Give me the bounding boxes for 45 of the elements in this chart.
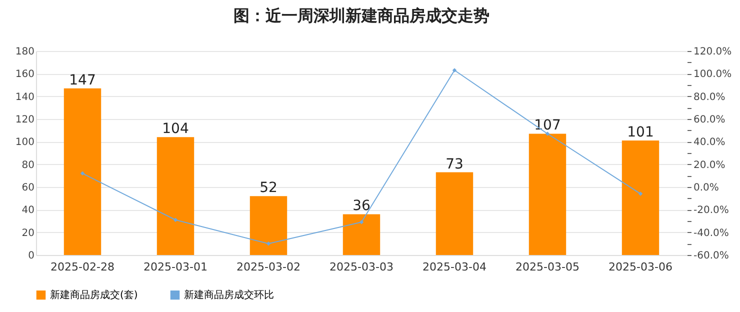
bar [342,214,380,255]
bar [64,88,102,255]
y2-tick-label: 100.0% [694,69,732,80]
y2-tick-label: -20.0% [694,205,729,216]
data-label: 147 [69,72,96,88]
y2-tick-label: 40.0% [694,137,726,148]
data-label: 101 [627,124,654,141]
y2-tick-label: 120.0% [694,46,732,58]
y-tick-label: 60 [22,182,34,194]
y2-tick-label: 80.0% [694,92,726,103]
y2-tick-label: 60.0% [694,114,726,126]
x-tick-label: 2025-03-05 [516,260,580,274]
y-tick-label: 80 [22,160,34,171]
bar [528,134,566,255]
bar [250,196,288,255]
x-tick-label: 2025-03-06 [608,260,672,274]
point [80,171,85,176]
y-tick-label: 140 [15,92,34,103]
x-tick-label: 2025-03-02 [236,260,300,274]
y-tick-label: 100 [15,137,34,148]
y2-tick-label: 20.0% [694,160,726,171]
data-label: 36 [352,198,370,214]
bar [436,172,474,255]
y2-tick-label: 0.0% [694,182,719,194]
y2-tick-label: -40.0% [694,228,729,239]
y-tick-label: 180 [15,46,34,58]
x-tick-label: 2025-03-04 [422,260,486,274]
data-label: 73 [446,156,464,172]
y-tick-label: 20 [22,228,34,239]
data-label: 52 [260,180,278,196]
x-tick-label: 2025-03-03 [330,260,394,274]
y-tick-label: 120 [15,114,34,126]
data-label: 107 [534,118,561,134]
y2-tick-label: -60.0% [694,250,729,262]
legend-label: 新建商品房成交(套) [50,289,138,302]
bar [156,137,194,255]
y-tick-label: 160 [15,69,34,80]
chart-title: 图：近一周深圳新建商品房成交走势 [234,6,490,25]
bar [622,140,660,255]
y-tick-label: 0 [28,250,34,262]
y-tick-label: 40 [22,205,34,216]
legend-label: 新建商品房成交环比 [184,289,274,302]
x-tick-label: 2025-03-01 [144,260,208,274]
data-label: 104 [162,121,189,138]
x-tick-label: 2025-02-28 [50,260,114,274]
